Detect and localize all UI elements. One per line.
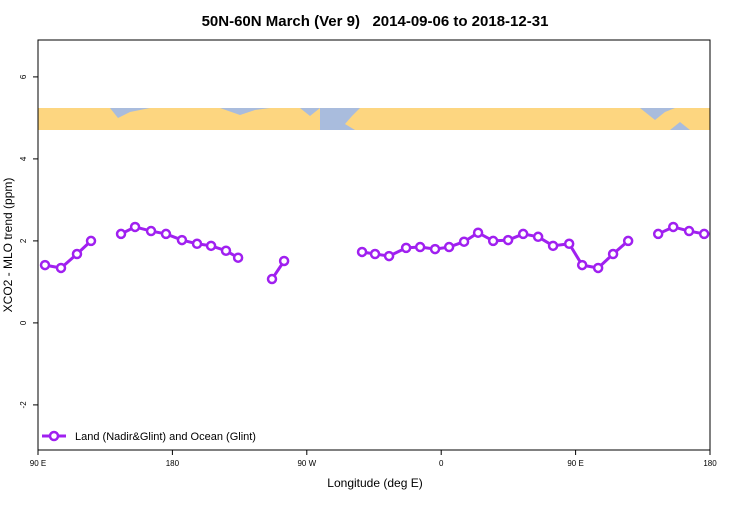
data-point (266, 273, 278, 285)
y-tick-label: 0 (19, 320, 28, 325)
data-point (160, 228, 172, 240)
data-point (592, 262, 604, 274)
data-point (698, 228, 710, 240)
x-tick-label: 0 (439, 459, 444, 468)
plot-frame (37, 39, 711, 451)
data-point (517, 228, 529, 240)
legend-label: Land (Nadir&Glint) and Ocean (Glint) (75, 431, 256, 443)
data-point (278, 255, 290, 267)
y-tick-label: -2 (19, 401, 28, 409)
data-point (400, 242, 412, 254)
data-point (71, 248, 83, 260)
y-tick-label: 4 (19, 156, 28, 161)
map-land (345, 108, 710, 130)
y-tick-label: 6 (19, 74, 28, 79)
x-tick-label: 90 W (297, 459, 316, 468)
data-point (232, 252, 244, 263)
data-point (191, 238, 203, 250)
data-point (220, 245, 232, 256)
data-point (683, 225, 695, 237)
data-point (532, 231, 544, 243)
y-axis-label: XCO2 - MLO trend (ppm) (1, 178, 15, 313)
x-tick-label: 90 E (567, 459, 583, 468)
map-band (38, 108, 710, 130)
data-point (356, 246, 368, 258)
data-point (205, 240, 217, 252)
data-point (369, 248, 381, 260)
data-point (145, 225, 157, 237)
data-point (39, 259, 51, 271)
data-line (44, 239, 93, 270)
chart-title: 50N-60N March (Ver 9) 2014-09-06 to 2018… (202, 13, 549, 30)
data-point (85, 235, 97, 247)
data-line (657, 225, 705, 236)
data-point (547, 240, 559, 252)
data-point (563, 238, 575, 250)
data-point (129, 221, 141, 233)
data-point (472, 227, 484, 238)
legend-swatch (48, 430, 60, 442)
data-point (576, 259, 588, 271)
data-point (115, 228, 127, 240)
data-point (652, 228, 664, 240)
data-point (429, 243, 441, 255)
data-point (668, 221, 679, 233)
y-tick-label: 2 (19, 238, 28, 243)
data-point (458, 236, 470, 247)
data-point (176, 234, 188, 246)
data-point (622, 235, 634, 247)
data-point (607, 248, 619, 260)
x-tick-label: 90 E (30, 459, 46, 468)
data-point (55, 262, 67, 274)
x-axis-label: Longitude (deg E) (327, 476, 422, 490)
map-land (38, 108, 320, 130)
data-point (383, 250, 395, 262)
data-point (502, 234, 514, 246)
x-tick-label: 180 (166, 459, 180, 468)
data-point (443, 241, 455, 253)
data-point (414, 241, 426, 253)
x-tick-label: 180 (703, 459, 717, 468)
data-point (487, 235, 499, 247)
